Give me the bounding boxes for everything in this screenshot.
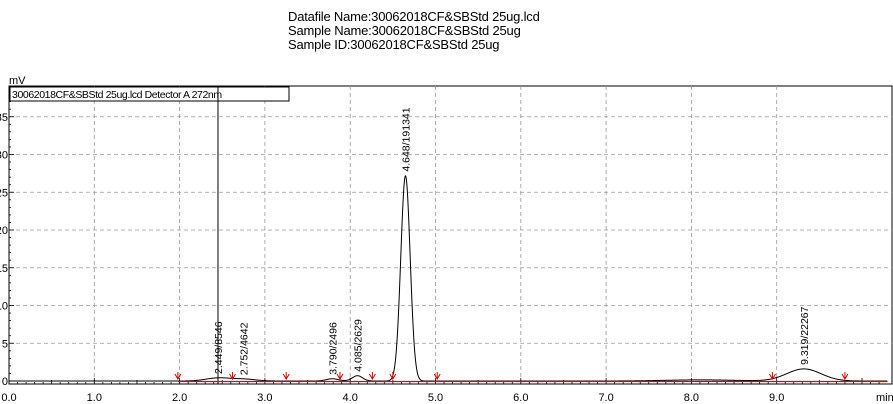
y-tick-label: 15 [0,263,8,275]
legend-text: 30062018CF&SBStd 25ug.lcd Detector A 272… [12,89,222,101]
peak-label: 4.085/2629 [352,319,364,372]
datafile-name: Datafile Name:30062018CF&SBStd 25ug.lcd [288,9,540,24]
sample-id: Sample ID:30062018CF&SBStd 25ug [288,37,500,52]
x-axis-unit: min [876,392,893,404]
baseline-marker [841,372,849,380]
peak-label: 9.319/22267 [799,306,811,365]
x-tick-label: 7.0 [598,392,613,404]
chromatogram-header: Datafile Name:30062018CF&SBStd 25ug.lcd … [288,10,540,52]
baseline-marker [229,372,236,380]
peak-label: 2.752/4642 [239,322,251,375]
y-tick-label: 10 [0,301,8,313]
plot-frame [8,85,893,385]
legend-box [9,86,290,102]
y-tick-label: 35 [0,112,8,124]
peak-label: 4.648/191341 [400,107,412,171]
y-tick-label: 30 [0,150,8,162]
x-tick-label: 8.0 [684,392,699,404]
baseline-marker [282,372,290,380]
chromatogram-trace [9,175,888,382]
y-tick-label: 0 [2,376,8,388]
baseline-marker [174,372,182,380]
x-tick-label: 5.0 [428,392,443,404]
baseline-marker [433,372,441,380]
y-tick-label: 20 [0,225,8,237]
y-tick-label: 5 [2,338,8,350]
baseline-marker [336,372,344,380]
sample-name: Sample Name:30062018CF&SBStd 25ug [288,23,521,38]
y-axis-unit: mV [9,75,26,87]
peak-label: 3.790/2496 [327,322,339,375]
baseline-marker [368,372,376,380]
x-tick-label: 0.0 [1,392,16,404]
x-tick-label: 9.0 [769,392,784,404]
x-tick-label: 3.0 [257,392,272,404]
baseline-marker [769,372,776,380]
x-tick-label: 6.0 [513,392,528,404]
x-tick-label: 4.0 [343,392,358,404]
baseline-marker [389,372,397,380]
y-tick-label: 25 [0,187,8,199]
x-tick-label: 2.0 [172,392,187,404]
x-tick-label: 1.0 [87,392,102,404]
peak-label: 2.449/8546 [213,321,225,374]
